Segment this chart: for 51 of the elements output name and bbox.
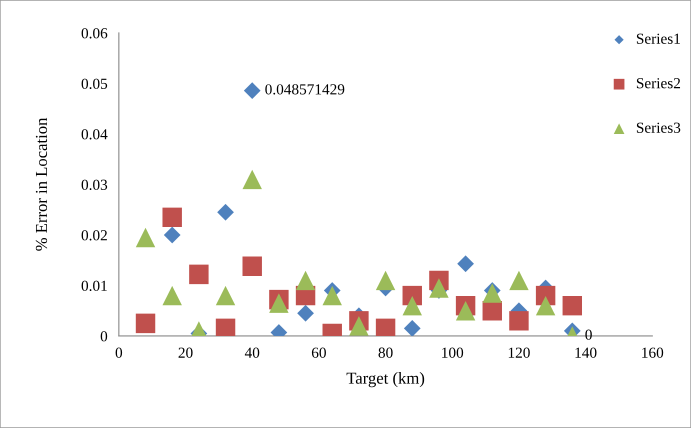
- point: [376, 270, 396, 290]
- point: [136, 314, 156, 334]
- annotation: 0.048571429: [265, 84, 344, 95]
- y-axis-title: % Error in Location: [36, 118, 48, 251]
- point: [457, 255, 474, 272]
- point: [244, 82, 261, 100]
- legend-label: Series3: [636, 122, 680, 133]
- point: [402, 296, 422, 316]
- point: [297, 304, 314, 322]
- x-tick-label: 20: [178, 348, 193, 358]
- legend-label: Series1: [636, 34, 680, 44]
- y-tick-label: 0.03: [82, 180, 108, 190]
- point: [509, 311, 529, 331]
- point: [536, 296, 556, 316]
- point: [404, 320, 421, 336]
- point: [456, 301, 476, 320]
- y-tick-label: 0: [100, 331, 108, 342]
- x-axis-title: Target (km): [346, 372, 424, 388]
- y-tick-label: 0.04: [82, 129, 108, 140]
- x-tick-label: 40: [244, 348, 260, 358]
- point: [269, 293, 289, 313]
- point: [349, 316, 369, 336]
- point: [136, 228, 156, 248]
- x-tick-label: 100: [442, 348, 464, 358]
- point: [482, 301, 502, 320]
- annotation: 0: [585, 329, 592, 340]
- point: [242, 256, 262, 276]
- x-tick-label: 80: [378, 348, 393, 358]
- point: [217, 204, 234, 221]
- y-tick-label: 0.06: [82, 28, 108, 38]
- x-tick-label: 0: [116, 348, 122, 358]
- legend-label: Series2: [636, 78, 680, 88]
- point: [482, 283, 502, 303]
- point: [562, 296, 582, 316]
- point: [189, 264, 209, 284]
- y-tick-label: 0.02: [82, 230, 107, 240]
- point: [216, 286, 236, 306]
- point: [164, 226, 181, 244]
- point: [322, 286, 342, 306]
- point: [162, 208, 182, 228]
- x-tick-label: 140: [576, 348, 596, 358]
- y-tick-label: 0.01: [82, 280, 107, 291]
- point: [162, 286, 182, 306]
- x-tick-label: 60: [312, 348, 326, 358]
- point: [429, 278, 449, 298]
- x-tick-label: 160: [642, 348, 664, 358]
- point: [296, 270, 316, 290]
- y-tick-label: 0.05: [82, 78, 108, 89]
- x-tick-label: 120: [508, 348, 530, 358]
- point: [509, 270, 529, 290]
- point: [242, 170, 262, 190]
